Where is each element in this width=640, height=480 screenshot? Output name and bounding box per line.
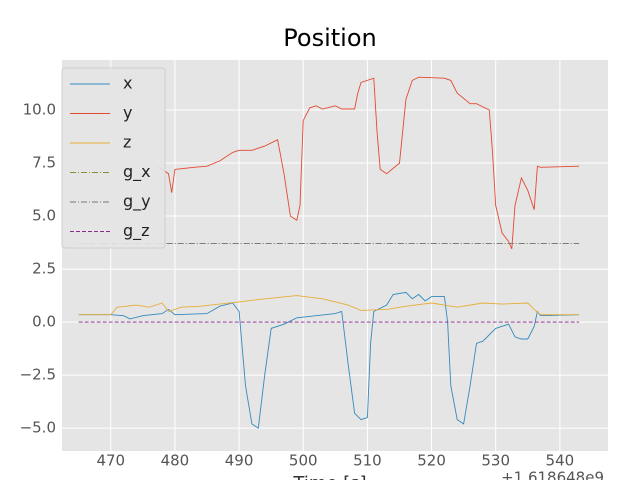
y-tick-label: −2.5 — [20, 366, 56, 384]
legend-label: y — [123, 103, 132, 122]
y-tick-label: 2.5 — [32, 260, 56, 278]
y-tick-label: 10.0 — [23, 101, 56, 119]
x-tick-label: 540 — [546, 452, 575, 470]
legend-label: x — [123, 74, 132, 93]
legend-label: g_z — [123, 221, 150, 241]
y-tick-label: 5.0 — [32, 207, 56, 225]
x-offset-text: +1.618648e9 — [501, 469, 604, 480]
chart-title: Position — [283, 24, 376, 52]
y-tick-label: −5.0 — [20, 419, 56, 437]
legend-label: g_x — [123, 162, 151, 182]
y-tick-label: 0.0 — [32, 313, 56, 331]
x-tick-label: 470 — [96, 452, 125, 470]
x-tick-label: 500 — [289, 452, 318, 470]
legend-label: z — [123, 133, 131, 152]
x-tick-label: 490 — [225, 452, 254, 470]
x-tick-label: 530 — [481, 452, 510, 470]
series-line — [78, 295, 580, 316]
y-tick-label: 7.5 — [32, 154, 56, 172]
x-tick-label: 510 — [353, 452, 382, 470]
x-tick-label: 520 — [417, 452, 446, 470]
x-tick-label: 480 — [161, 452, 190, 470]
x-axis-label: Time [s] — [292, 473, 366, 480]
series-line — [78, 291, 580, 429]
legend-label: g_y — [123, 192, 151, 212]
series-line — [158, 76, 580, 250]
